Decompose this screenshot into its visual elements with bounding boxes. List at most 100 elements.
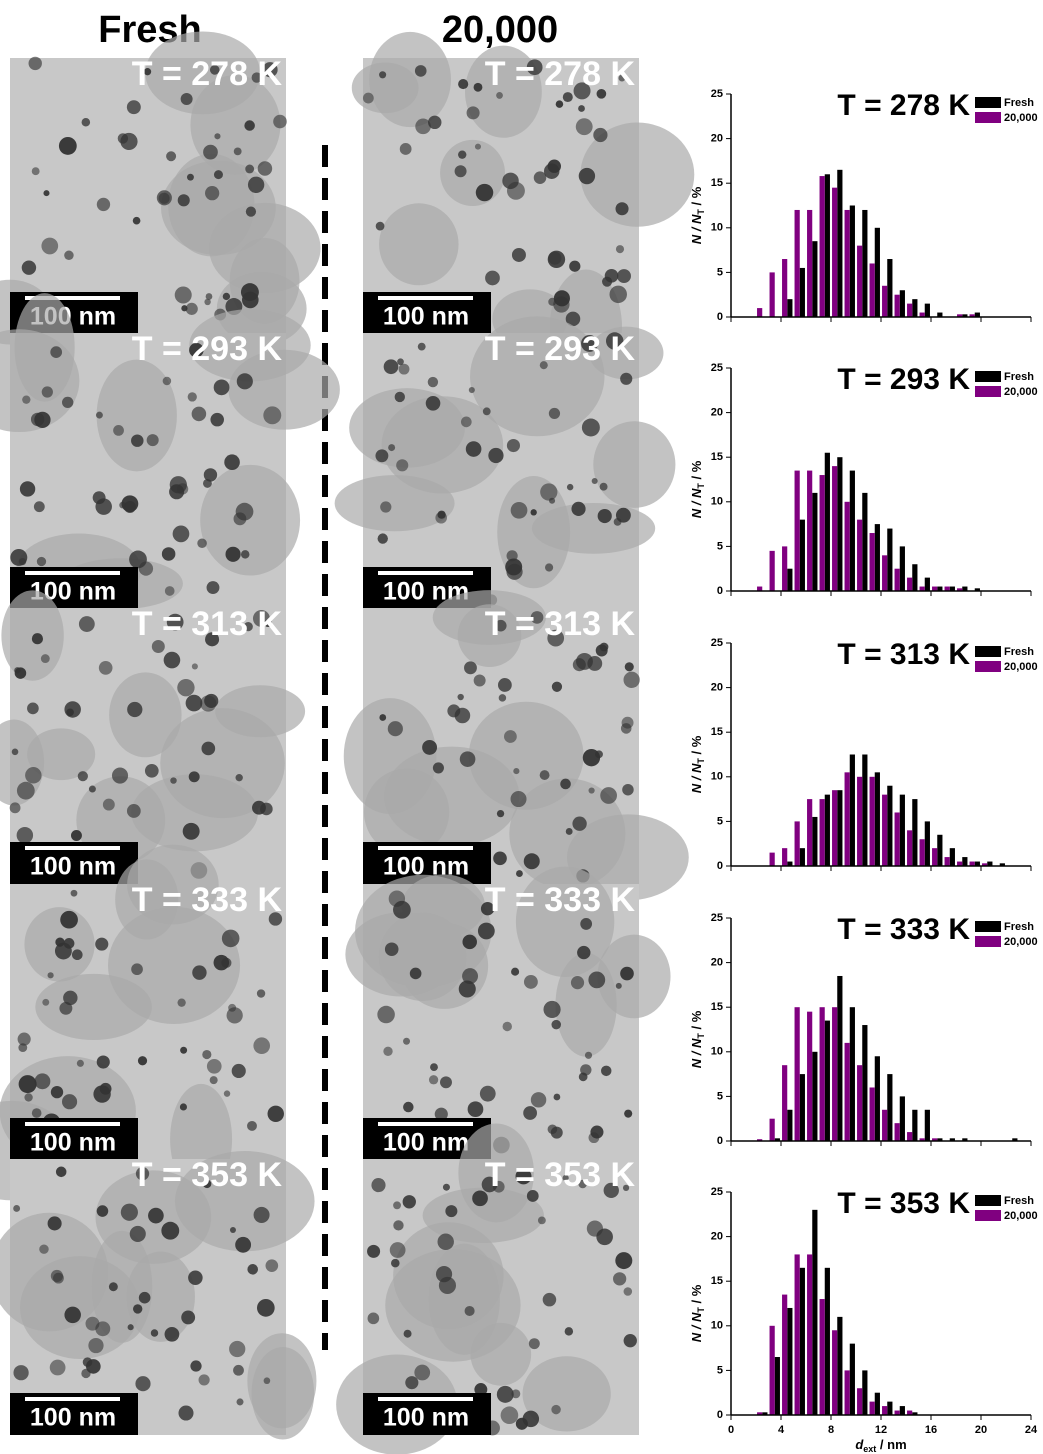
- bar: [882, 555, 888, 591]
- y-tick-label: 20: [711, 957, 723, 969]
- nanoparticle: [624, 1109, 633, 1118]
- nanoparticle: [588, 787, 595, 794]
- tem-image: [0, 31, 321, 346]
- nanoparticle: [10, 549, 28, 566]
- nanoparticle: [586, 1220, 603, 1237]
- y-tick-label: 0: [717, 1135, 723, 1147]
- nanoparticle: [437, 1233, 454, 1250]
- nanoparticle: [502, 1021, 512, 1032]
- bar: [787, 1109, 793, 1141]
- bar: [937, 834, 943, 866]
- bar: [769, 1118, 775, 1141]
- nanoparticle: [161, 1221, 180, 1240]
- bar: [812, 816, 818, 866]
- nanoparticle: [88, 1337, 104, 1354]
- nanoparticle: [263, 1377, 271, 1385]
- axis-label-text: d: [855, 1437, 864, 1452]
- nanoparticle: [504, 730, 517, 743]
- nanoparticle: [61, 1094, 78, 1110]
- nanoparticle: [596, 88, 607, 99]
- nanoparticle: [166, 613, 184, 631]
- nanoparticle: [422, 739, 438, 755]
- nanoparticle: [425, 395, 441, 411]
- nanoparticle: [496, 92, 503, 99]
- nanoparticle: [551, 1404, 561, 1415]
- nanoparticle: [137, 1056, 148, 1066]
- bar: [869, 1401, 875, 1415]
- nanoparticle: [577, 945, 591, 960]
- support-particle: [555, 952, 617, 1057]
- temperature-label: T = 278 K: [485, 55, 636, 93]
- bar: [787, 861, 793, 866]
- nanoparticle: [473, 674, 486, 687]
- nanoparticle: [245, 164, 255, 174]
- nanoparticle: [397, 358, 404, 366]
- nanoparticle: [528, 1338, 540, 1350]
- nanoparticle: [181, 1310, 196, 1325]
- axis-label: N / NT / %: [689, 186, 706, 244]
- nanoparticle: [11, 748, 19, 756]
- nanoparticle: [543, 1000, 561, 1019]
- legend-swatch: [975, 661, 1001, 672]
- nanoparticle: [55, 1166, 67, 1178]
- axis-label-text: N / N: [689, 1312, 704, 1342]
- nanoparticle: [235, 774, 243, 782]
- bar: [844, 1042, 850, 1141]
- nanoparticle: [454, 165, 467, 178]
- bar: [849, 1007, 855, 1141]
- nanoparticle: [367, 1312, 380, 1325]
- nanoparticle: [13, 1205, 21, 1212]
- nanoparticle: [244, 120, 255, 131]
- nanoparticle: [88, 785, 96, 793]
- nanoparticle: [240, 283, 259, 302]
- nanoparticle: [511, 967, 520, 976]
- bar: [799, 1267, 805, 1415]
- nanoparticle: [126, 804, 141, 818]
- nanoparticle: [468, 386, 475, 394]
- nanoparticle: [224, 454, 240, 470]
- chart-title: T = 278 K: [837, 89, 970, 122]
- column-title: 20,000: [442, 9, 558, 51]
- nanoparticle: [403, 1101, 414, 1113]
- nanoparticle: [236, 1398, 244, 1406]
- nanoparticle: [458, 150, 467, 159]
- support-particle: [363, 768, 450, 856]
- nanoparticle: [545, 563, 554, 572]
- nanoparticle: [409, 967, 422, 980]
- tem-image: [0, 590, 306, 884]
- bar: [962, 586, 968, 591]
- bar: [912, 799, 918, 866]
- bar: [774, 1357, 780, 1415]
- bar: [787, 299, 793, 317]
- temperature-label: T = 313 K: [132, 605, 283, 643]
- bar: [894, 1410, 900, 1415]
- nanoparticle: [192, 965, 207, 980]
- nanoparticle: [127, 1324, 134, 1331]
- nanoparticle: [375, 221, 385, 231]
- bar: [962, 314, 968, 317]
- y-tick-label: 20: [711, 682, 723, 694]
- nanoparticle: [108, 1282, 118, 1292]
- bar: [869, 263, 875, 317]
- bar: [907, 577, 913, 591]
- nanoparticle: [185, 302, 198, 315]
- nanoparticle: [464, 1305, 475, 1317]
- nanoparticle: [25, 767, 42, 784]
- nanoparticle: [214, 133, 221, 140]
- bar: [857, 776, 863, 866]
- axis-label-unit: / %: [689, 460, 704, 483]
- x-tick-label: 12: [875, 1424, 887, 1436]
- bar: [769, 852, 775, 866]
- nanoparticle: [117, 133, 129, 144]
- nanoparticle: [226, 1007, 243, 1024]
- nanoparticle: [485, 270, 500, 286]
- bar: [782, 848, 788, 866]
- bar: [957, 861, 963, 866]
- temperature-label: T = 293 K: [485, 330, 636, 368]
- nanoparticle: [467, 1101, 484, 1118]
- support-particle: [369, 31, 451, 128]
- nanoparticle: [236, 373, 253, 390]
- nanoparticle: [399, 143, 412, 155]
- bar: [937, 312, 943, 317]
